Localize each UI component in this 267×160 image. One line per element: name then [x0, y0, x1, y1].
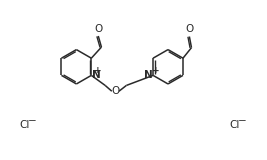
Text: −: − — [238, 116, 246, 126]
Text: Cl: Cl — [19, 120, 30, 130]
Text: +: + — [152, 66, 160, 75]
Text: +: + — [94, 66, 102, 75]
Text: N: N — [92, 70, 101, 80]
Text: Cl: Cl — [229, 120, 239, 130]
Text: O: O — [185, 24, 194, 34]
Text: N: N — [144, 70, 152, 80]
Text: O: O — [94, 24, 102, 34]
Text: −: − — [28, 116, 37, 126]
Text: O: O — [111, 86, 119, 96]
